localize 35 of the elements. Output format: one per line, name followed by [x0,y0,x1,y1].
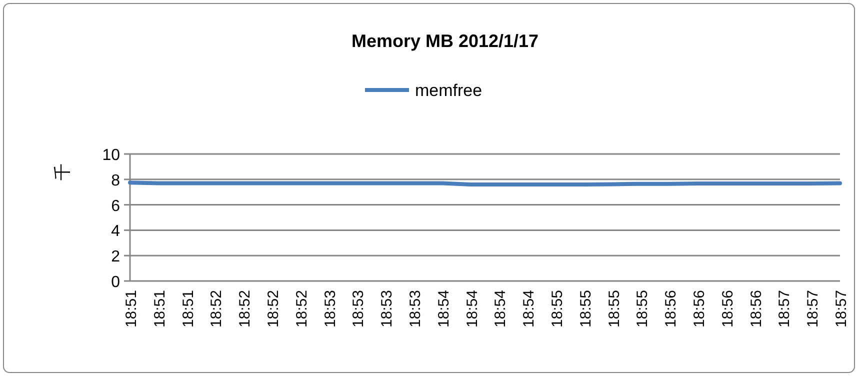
y-tick-label: 6 [111,198,120,215]
x-tick-label: 18:57 [776,290,794,328]
y-tick-label: 4 [111,223,120,240]
x-tick-label: 18:55 [549,290,566,328]
y-tick-label: 10 [102,147,120,164]
x-tick-label: 18:55 [577,290,594,328]
x-tick-label: 18:55 [634,290,652,328]
y-tick-label: 8 [111,172,120,190]
x-tick-label: 18:51 [151,290,168,328]
x-tick-label: 18:54 [520,290,538,328]
x-tick-label: 18:52 [265,290,282,328]
x-tick-label: 18:53 [322,290,339,328]
x-tick-label: 18:54 [464,290,481,328]
x-tick-label: 18:52 [236,290,254,328]
x-tick-label: 18:56 [691,290,708,328]
y-tick-label: 0 [111,274,120,291]
x-tick-label: 18:51 [180,290,197,328]
legend-label: memfree [415,81,482,100]
x-tick-label: 18:51 [123,290,140,328]
x-tick-label: 18:53 [407,290,424,328]
y-axis-title: 千 [53,164,72,180]
x-tick-label: 18:53 [378,290,396,328]
x-tick-label: 18:52 [293,290,310,328]
x-tick-label: 18:56 [662,290,680,328]
x-tick-label: 18:57 [804,290,822,328]
chart-title: Memory MB 2012/1/17 [351,31,539,51]
x-tick-label: 18:56 [748,290,765,328]
x-tick-label: 18:54 [492,290,510,328]
x-tick-label: 18:55 [606,290,623,328]
x-tick-label: 18:57 [833,290,850,328]
x-tick-label: 18:53 [350,290,368,328]
x-tick-label: 18:56 [719,290,736,328]
x-tick-label: 18:54 [435,290,452,328]
y-tick-label: 2 [111,248,120,266]
x-tick-label: 18:52 [208,290,226,328]
